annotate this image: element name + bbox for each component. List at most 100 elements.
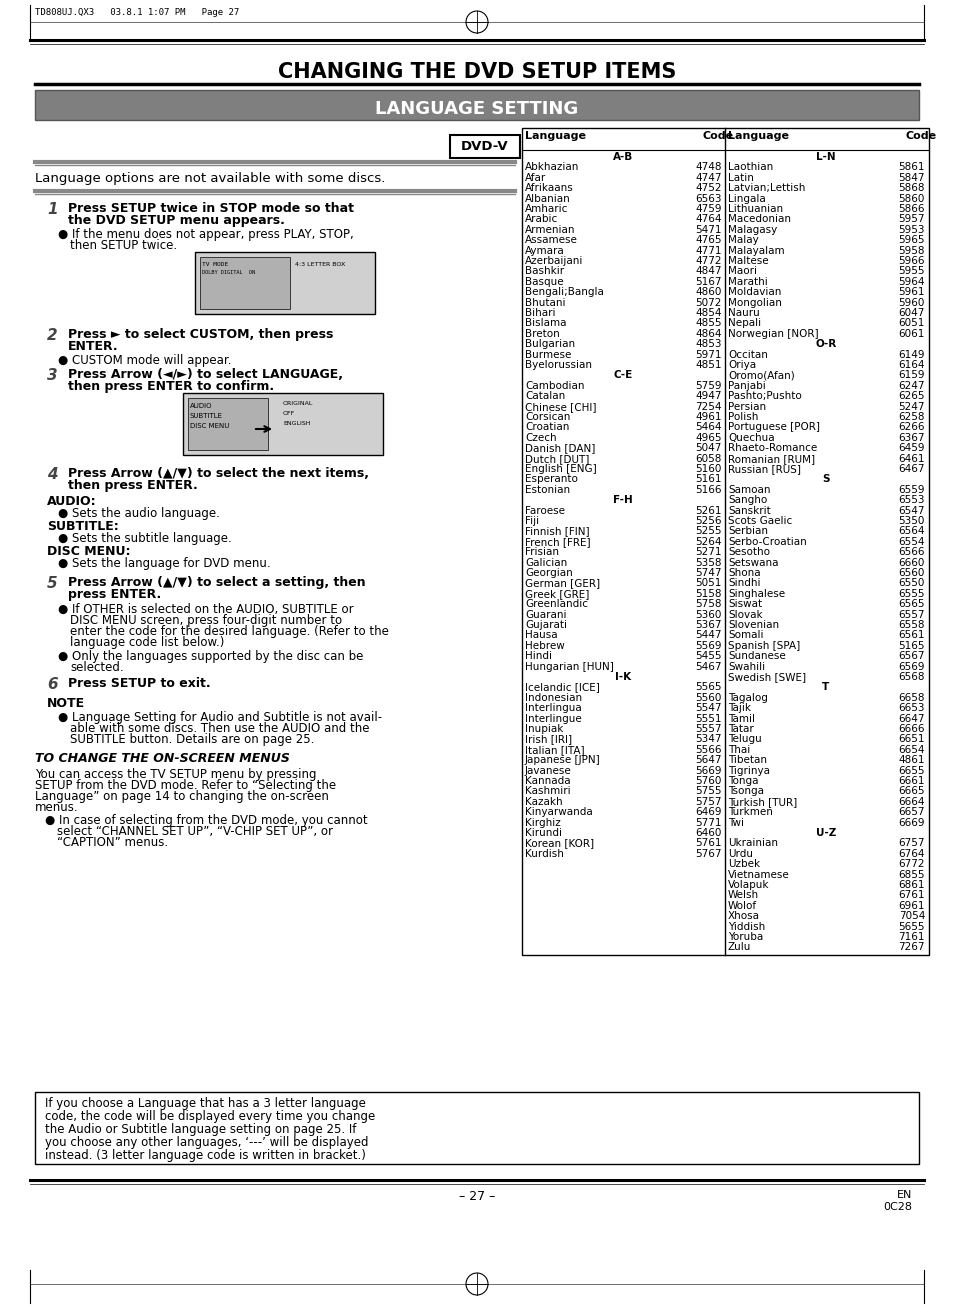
Text: instead. (3 letter language code is written in bracket.): instead. (3 letter language code is writ… — [45, 1149, 366, 1162]
Text: Hungarian [HUN]: Hungarian [HUN] — [524, 662, 613, 671]
Text: Samoan: Samoan — [727, 485, 770, 495]
Text: 5957: 5957 — [898, 214, 924, 225]
Text: Georgian: Georgian — [524, 568, 572, 579]
Text: 6666: 6666 — [898, 724, 924, 734]
Text: 6665: 6665 — [898, 786, 924, 797]
Text: press ENTER.: press ENTER. — [68, 588, 161, 601]
Bar — [521, 128, 928, 955]
Text: 5868: 5868 — [898, 183, 924, 193]
Text: 5767: 5767 — [695, 849, 721, 859]
Text: Korean [KOR]: Korean [KOR] — [524, 838, 594, 849]
Text: SUBTITLE:: SUBTITLE: — [47, 520, 118, 533]
Text: 6772: 6772 — [898, 859, 924, 870]
Text: DVD-V: DVD-V — [460, 140, 508, 153]
Text: ● Sets the language for DVD menu.: ● Sets the language for DVD menu. — [58, 556, 271, 569]
Text: 5953: 5953 — [898, 225, 924, 235]
Text: Press SETUP twice in STOP mode so that: Press SETUP twice in STOP mode so that — [68, 202, 354, 215]
Text: 5860: 5860 — [898, 193, 924, 204]
Text: Tigrinya: Tigrinya — [727, 765, 769, 776]
Text: Marathi: Marathi — [727, 277, 767, 287]
Text: Amharic: Amharic — [524, 204, 568, 214]
Text: Galician: Galician — [524, 558, 567, 568]
Text: 6554: 6554 — [898, 537, 924, 547]
Text: 4752: 4752 — [695, 183, 721, 193]
Text: 5264: 5264 — [695, 537, 721, 547]
Text: 5255: 5255 — [695, 526, 721, 537]
Text: Malagasy: Malagasy — [727, 225, 777, 235]
Text: TV MODE: TV MODE — [202, 263, 228, 266]
Text: 3: 3 — [47, 368, 57, 383]
Text: 4771: 4771 — [695, 246, 721, 256]
Text: 6159: 6159 — [898, 371, 924, 380]
Text: the DVD SETUP menu appears.: the DVD SETUP menu appears. — [68, 214, 285, 227]
Text: 6567: 6567 — [898, 652, 924, 661]
Text: French [FRE]: French [FRE] — [524, 537, 590, 547]
Text: Gujarati: Gujarati — [524, 620, 566, 629]
Text: 6265: 6265 — [898, 392, 924, 401]
Text: Greek [GRE]: Greek [GRE] — [524, 589, 589, 598]
Text: 6961: 6961 — [898, 901, 924, 910]
Text: 4965: 4965 — [695, 432, 721, 443]
Text: Romanian [RUM]: Romanian [RUM] — [727, 453, 814, 464]
Text: 4855: 4855 — [695, 319, 721, 328]
Bar — [200, 257, 290, 310]
Text: Russian [RUS]: Russian [RUS] — [727, 464, 801, 474]
Text: Scots Gaelic: Scots Gaelic — [727, 516, 791, 526]
Text: 6563: 6563 — [695, 193, 721, 204]
Text: CHANGING THE DVD SETUP ITEMS: CHANGING THE DVD SETUP ITEMS — [277, 61, 676, 82]
Text: Norwegian [NOR]: Norwegian [NOR] — [727, 329, 818, 338]
Text: ● Sets the audio language.: ● Sets the audio language. — [58, 507, 219, 520]
Text: 6861: 6861 — [898, 880, 924, 889]
Text: 6557: 6557 — [898, 610, 924, 619]
Text: 6555: 6555 — [898, 589, 924, 598]
Text: AUDIO:: AUDIO: — [47, 495, 96, 508]
Text: Kurdish: Kurdish — [524, 849, 563, 859]
Text: 6653: 6653 — [898, 703, 924, 713]
Text: DISC MENU screen, press four-digit number to: DISC MENU screen, press four-digit numbe… — [70, 614, 342, 627]
Text: Kazakh: Kazakh — [524, 797, 562, 807]
Text: Thai: Thai — [727, 744, 749, 755]
Text: 6247: 6247 — [898, 381, 924, 390]
Text: 6568: 6568 — [898, 673, 924, 682]
Text: 6149: 6149 — [898, 350, 924, 359]
Text: Somali: Somali — [727, 631, 762, 640]
Text: selected.: selected. — [70, 661, 124, 674]
Text: Tajik: Tajik — [727, 703, 750, 713]
Text: 5569: 5569 — [695, 641, 721, 650]
Text: 6658: 6658 — [898, 692, 924, 703]
Text: Breton: Breton — [524, 329, 559, 338]
Text: Press Arrow (◄/►) to select LANGUAGE,: Press Arrow (◄/►) to select LANGUAGE, — [68, 368, 343, 381]
Text: Burmese: Burmese — [524, 350, 571, 359]
Text: Tamil: Tamil — [727, 713, 754, 724]
Text: 6664: 6664 — [898, 797, 924, 807]
Text: 6657: 6657 — [898, 807, 924, 818]
Text: 6764: 6764 — [898, 849, 924, 859]
Text: 6266: 6266 — [898, 422, 924, 432]
Text: F-H: F-H — [613, 495, 632, 505]
Text: Hindi: Hindi — [524, 652, 552, 661]
Text: Oromo(Afan): Oromo(Afan) — [727, 371, 794, 380]
Text: Lingala: Lingala — [727, 193, 765, 204]
Text: 5758: 5758 — [695, 599, 721, 609]
Text: 5161: 5161 — [695, 474, 721, 485]
Text: Mongolian: Mongolian — [727, 298, 781, 308]
Text: 5350: 5350 — [898, 516, 924, 526]
Text: 4860: 4860 — [695, 287, 721, 298]
Text: 5866: 5866 — [898, 204, 924, 214]
Text: Spanish [SPA]: Spanish [SPA] — [727, 641, 800, 650]
Text: Maori: Maori — [727, 266, 757, 277]
Text: Bengali;Bangla: Bengali;Bangla — [524, 287, 603, 298]
Text: Occitan: Occitan — [727, 350, 767, 359]
Text: Faroese: Faroese — [524, 505, 564, 516]
Text: Serbo-Croatian: Serbo-Croatian — [727, 537, 806, 547]
Text: Portuguese [POR]: Portuguese [POR] — [727, 422, 820, 432]
Text: 5367: 5367 — [695, 620, 721, 629]
Text: 6564: 6564 — [898, 526, 924, 537]
Bar — [188, 398, 268, 451]
Text: Kannada: Kannada — [524, 776, 570, 786]
Text: ● If OTHER is selected on the AUDIO, SUBTITLE or: ● If OTHER is selected on the AUDIO, SUB… — [58, 603, 354, 616]
Text: 5256: 5256 — [695, 516, 721, 526]
Text: 4772: 4772 — [695, 256, 721, 266]
Text: Latvian;Lettish: Latvian;Lettish — [727, 183, 804, 193]
Text: Czech: Czech — [524, 432, 556, 443]
